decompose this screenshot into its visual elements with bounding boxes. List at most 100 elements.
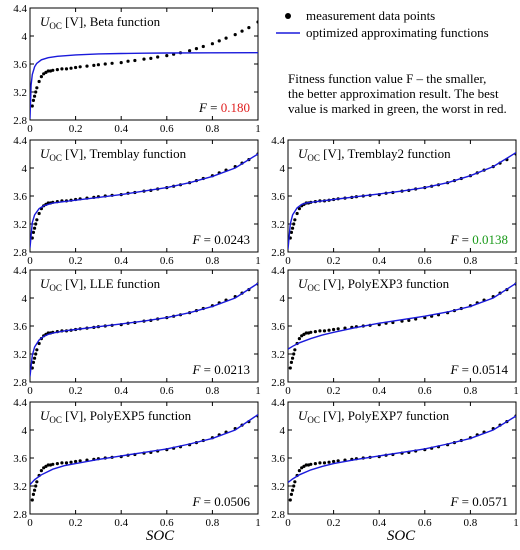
measurement-point [309, 462, 313, 466]
measurement-point [313, 330, 317, 334]
measurement-point [318, 329, 322, 333]
measurement-point [297, 469, 301, 473]
fitness-value: F = 0.0514 [449, 362, 508, 377]
measurement-point [292, 222, 296, 226]
measurement-point [313, 462, 317, 466]
legend-approx-label: optimized approximating functions [306, 25, 489, 40]
measurement-point [256, 20, 258, 24]
x-tick-label: 0 [27, 123, 33, 135]
chart-panel-5: 2.8 3.2 3.6 4 4.4 0 0.2 0.4 0.6 0.8 1 UOC [V], Poly… [271, 265, 519, 397]
measurement-point [194, 47, 199, 51]
x-tick-label: 0.8 [206, 517, 220, 529]
measurement-point [32, 488, 37, 492]
measurement-point [78, 65, 82, 69]
measurement-point [69, 66, 73, 70]
measurement-point [165, 54, 169, 58]
measurement-point [35, 86, 39, 90]
y-tick-label: 3.6 [271, 191, 285, 203]
chart-panel-4: 2.8 3.2 3.6 4 4.4 0 0.2 0.4 0.6 0.8 1 UOC [V], LLE … [13, 265, 261, 397]
measurement-point [51, 462, 55, 466]
measurement-point [85, 64, 89, 68]
measurement-point [32, 94, 37, 98]
measurement-point [309, 330, 313, 334]
x-tick-label: 0.2 [69, 385, 83, 397]
measurement-point [35, 348, 39, 352]
x-tick-label: 0 [27, 517, 33, 529]
y-tick-label: 4 [280, 163, 286, 175]
y-tick-label: 3.6 [271, 321, 285, 333]
measurement-point [290, 226, 295, 230]
panel-title: UOC [V], Tremblay2 function [298, 146, 451, 163]
fitness-value: F = 0.0213 [191, 362, 250, 377]
x-tick-label: 0.2 [327, 517, 341, 529]
measurement-point [30, 104, 34, 108]
measurement-point [293, 348, 297, 352]
measurement-point [201, 44, 205, 49]
fit-curve [30, 153, 258, 248]
measurement-point [39, 469, 44, 473]
measurement-point [103, 62, 107, 66]
y-tick-label: 2.8 [271, 377, 285, 389]
measurement-point [92, 63, 96, 67]
panel-title: UOC [V], LLE function [40, 276, 161, 293]
measurement-point [290, 356, 295, 360]
y-tick-label: 4.4 [13, 265, 27, 277]
measurement-point [32, 226, 37, 230]
measurement-point [142, 57, 146, 61]
fitness-value: F = 0.0138 [449, 232, 508, 247]
fitness-value: F = 0.0243 [191, 232, 250, 247]
fit-curve [288, 282, 516, 350]
x-tick-label: 0.4 [114, 255, 128, 267]
x-tick-label: 0.8 [206, 385, 220, 397]
measurement-point [293, 218, 297, 222]
chart-panel-7: 2.8 3.2 3.6 4 4.4 0 0.2 0.4 0.6 0.8 1 UOC [V], Poly… [271, 397, 519, 529]
measurement-point [156, 55, 160, 59]
x-tick-label: 0.6 [160, 123, 174, 135]
measurement-point [74, 459, 78, 464]
x-tick-label: 0.8 [206, 255, 220, 267]
measurement-point [292, 352, 296, 356]
y-tick-label: 4.4 [271, 135, 285, 147]
measurement-point [32, 356, 37, 360]
x-tick-label: 0.4 [114, 385, 128, 397]
y-tick-label: 4 [280, 425, 286, 437]
measurement-point [31, 98, 36, 102]
y-tick-label: 2.8 [271, 247, 285, 259]
measurement-point [133, 58, 137, 63]
chart-panel-2: 2.8 3.2 3.6 4 4.4 0 0.2 0.4 0.6 0.8 1 UOC [V], Trem… [13, 135, 261, 267]
y-tick-label: 4 [22, 293, 28, 305]
x-tick-label: 0.6 [418, 385, 432, 397]
x-tick-label: 0.2 [69, 123, 83, 135]
measurement-point [51, 68, 55, 72]
measurement-point [297, 207, 301, 211]
measurement-point [37, 211, 41, 216]
fitness-value: F = 0.180 [198, 100, 250, 115]
fitness-value: F = 0.0506 [191, 494, 250, 509]
x-tick-label: 0.4 [372, 255, 386, 267]
fit-curve [30, 282, 258, 377]
x-tick-label: 0.6 [160, 255, 174, 267]
panel-title: UOC [V], PolyEXP5 function [40, 408, 192, 425]
x-tick-label: 0.4 [114, 517, 128, 529]
measurement-point [78, 459, 82, 463]
x-tick-label: 0 [285, 517, 291, 529]
y-tick-label: 3.2 [13, 481, 27, 493]
measurement-point [30, 498, 34, 502]
plot-data [30, 414, 258, 502]
y-tick-label: 3.6 [271, 453, 285, 465]
measurement-point [69, 460, 73, 464]
x-tick-label: 0.4 [372, 517, 386, 529]
y-tick-label: 3.2 [271, 481, 285, 493]
y-tick-label: 4.4 [271, 397, 285, 409]
measurement-point [304, 331, 308, 335]
x-tick-label: 0.8 [464, 385, 478, 397]
panel-title: UOC [V], Tremblay function [40, 146, 187, 163]
y-tick-label: 4 [22, 163, 28, 175]
x-tick-label: 0.6 [418, 517, 432, 529]
chart-panel-1: 2.8 3.2 3.6 4 4.4 0 0.2 0.4 0.6 0.8 1 UOC [V], Beta… [13, 3, 261, 135]
x-tick-label: 0.2 [327, 385, 341, 397]
y-tick-label: 3.6 [13, 321, 27, 333]
measurement-point [247, 26, 251, 30]
